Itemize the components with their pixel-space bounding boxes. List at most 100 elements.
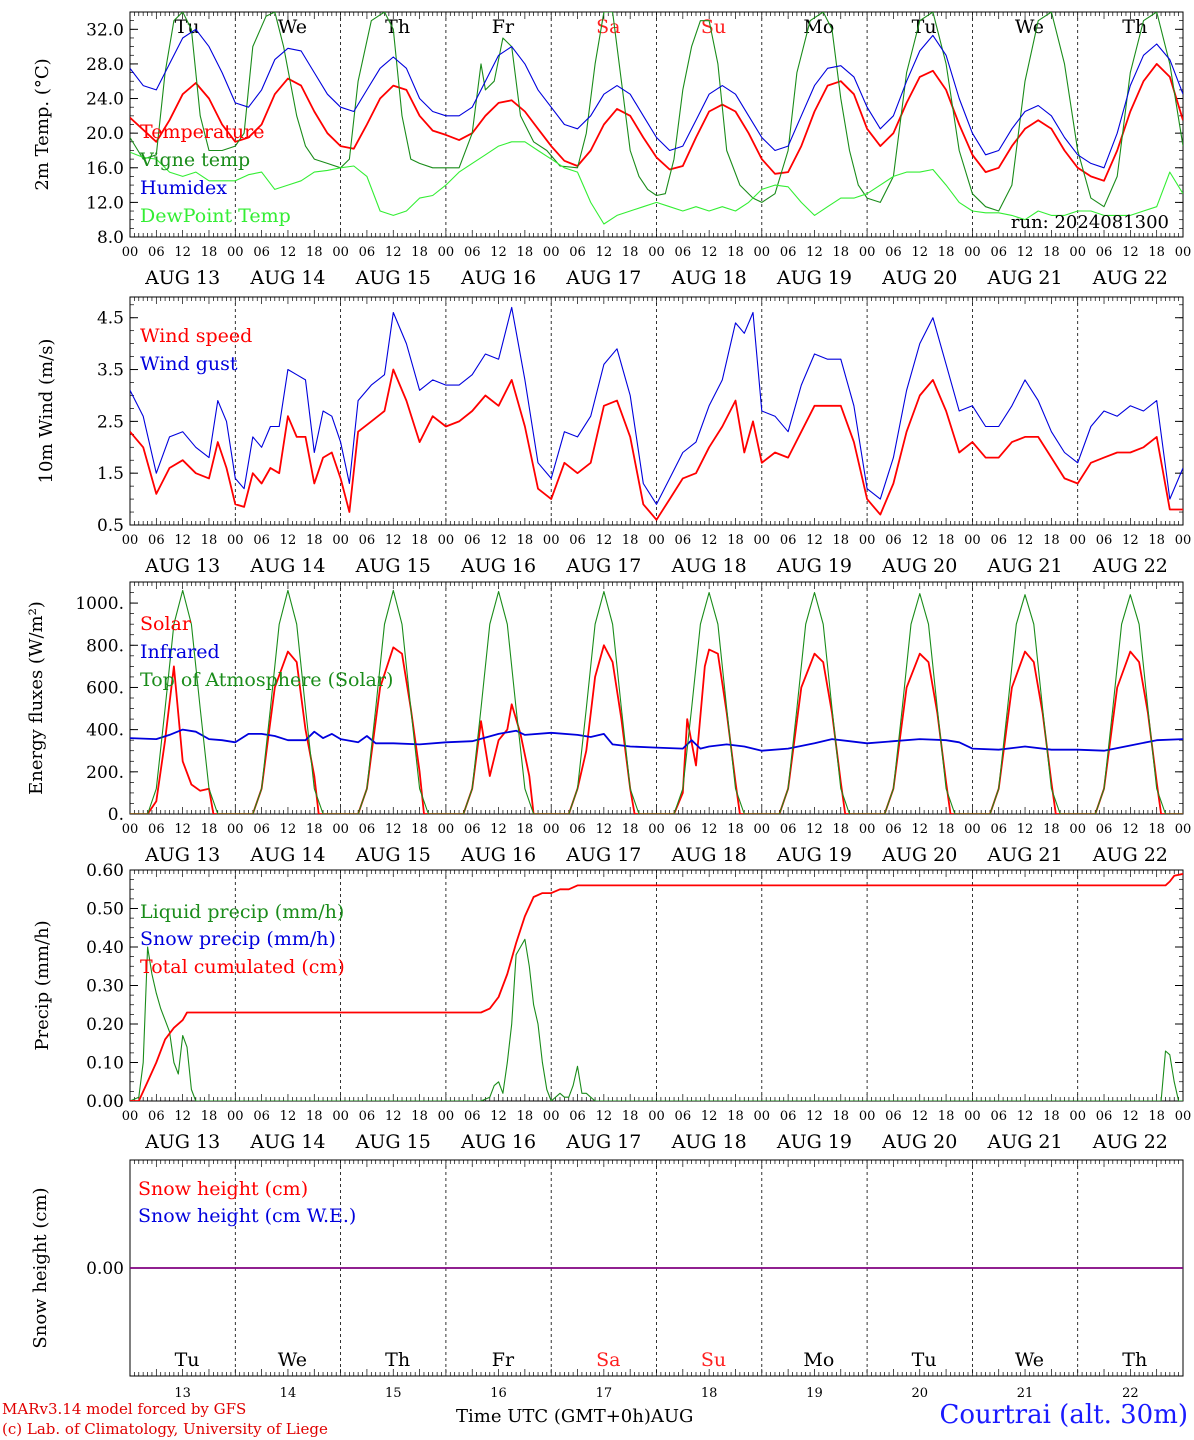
x-day-label: AUG 16 [460,267,536,289]
x-hour-label: 18 [622,822,639,837]
x-hour-label: 18 [517,1109,534,1124]
x-hour-label: 18 [1148,245,1165,260]
panel-5: 0.00 Snow height (cm) Tu We Th Fr Sa Su Mo Tu We Th… [30,1159,1184,1401]
station-name: Courtrai (alt. 30m) [939,1400,1189,1430]
x-hour-label: 00 [859,1109,876,1124]
y-tick-label: 600. [86,678,124,698]
legend-entry: Temperature [140,121,264,143]
x-day-label: AUG 14 [249,267,325,289]
x-hour-label: 12 [174,245,191,260]
legend-entry: Snow height (cm W.E.) [138,1205,356,1227]
run-label: run: 2024081300 [1011,212,1169,233]
x-hour-label: 12 [174,533,191,548]
x-hour-label: 18 [201,245,218,260]
x-hour-label: 00 [1175,533,1192,548]
date-number-label: 20 [911,1386,928,1400]
y-tick-label: 1.5 [97,464,124,484]
panel-4: 0.60 0.50 0.40 0.30 0.20 0.10 0.00 Precip (mm/h… [32,861,1191,1153]
x-hour-label: 00 [964,822,981,837]
date-number-label: 16 [490,1386,507,1400]
x-hour-label: 18 [411,533,428,548]
x-hour-label: 06 [464,245,481,260]
x-hour-label: 00 [543,245,560,260]
y-tick-label: 16.0 [86,159,124,179]
x-hour-label: 12 [701,1109,718,1124]
x-day-label: AUG 14 [249,555,325,577]
x-hour-label: 06 [780,245,797,260]
x-hour-label: 06 [675,533,692,548]
x-hour-label: 06 [780,822,797,837]
series-line-infrared [130,728,1183,752]
panel-3: 1000. 800. 600. 400. 200. 0. Energy fluxes (W/… [26,581,1191,866]
series-line-liquid-precip-mm-h- [130,938,1183,1101]
x-hour-label: 06 [885,822,902,837]
x-hour-label: 12 [596,1109,613,1124]
x-hour-label: 12 [1017,822,1034,837]
x-hour-label: 00 [859,822,876,837]
y-tick-label: 8.0 [97,228,124,248]
x-day-label: AUG 17 [565,1131,641,1153]
x-day-label: AUG 17 [565,844,641,866]
x-day-label: AUG 19 [776,1131,852,1153]
date-number-label: 14 [280,1386,297,1400]
x-day-label: AUG 14 [249,844,325,866]
x-hour-label: 12 [1017,533,1034,548]
weekday-label: We [278,1349,307,1371]
x-hour-label: 18 [833,822,850,837]
x-hour-label: 18 [833,1109,850,1124]
x-hour-label: 00 [543,822,560,837]
x-hour-label: 00 [122,533,139,548]
x-day-label: AUG 19 [776,267,852,289]
x-hour-label: 06 [780,1109,797,1124]
x-day-label: AUG 16 [460,555,536,577]
x-hour-label: 00 [1069,1109,1086,1124]
x-hour-label: 12 [280,822,297,837]
x-hour-label: 18 [517,533,534,548]
x-hour-label: 00 [964,533,981,548]
x-hour-label: 00 [648,533,665,548]
x-hour-label: 06 [148,533,165,548]
x-hour-label: 06 [1096,245,1113,260]
x-hour-label: 18 [622,1109,639,1124]
x-hour-label: 12 [911,1109,928,1124]
x-day-label: AUG 13 [144,267,220,289]
x-hour-label: 06 [675,245,692,260]
x-hour-label: 18 [411,245,428,260]
x-hour-label: 00 [332,822,349,837]
y-tick-label: 28.0 [86,55,124,75]
x-hour-label: 18 [306,822,323,837]
x-hour-label: 06 [253,533,270,548]
x-day-label: AUG 22 [1092,555,1168,577]
legend-entry: Top of Atmosphere (Solar) [140,669,393,691]
x-hour-label: 00 [227,245,244,260]
panel-frame [129,11,1184,238]
x-hour-label: 00 [1069,822,1086,837]
x-hour-label: 18 [938,822,955,837]
x-hour-label: 06 [675,822,692,837]
legend-entry: Wind speed [140,325,252,347]
x-day-label: AUG 18 [671,844,747,866]
x-day-label: AUG 20 [881,1131,957,1153]
y-axis-label: 2m Temp. (°C) [32,58,53,190]
x-hour-label: 00 [859,245,876,260]
x-hour-label: 12 [596,822,613,837]
y-axis-label: Precip (mm/h) [32,920,53,1050]
weekday-label: We [278,16,307,38]
x-hour-label: 12 [490,822,507,837]
x-hour-label: 18 [1043,245,1060,260]
series-line-total-cumulated-cm- [130,873,1183,1101]
y-tick-label: 0.00 [86,1259,124,1279]
x-hour-label: 06 [885,245,902,260]
x-hour-label: 12 [385,245,402,260]
x-hour-label: 00 [332,533,349,548]
x-day-label: AUG 17 [565,555,641,577]
x-hour-label: 06 [1096,533,1113,548]
y-tick-label: 3.5 [97,361,124,381]
x-hour-label: 12 [385,822,402,837]
y-tick-label: 0.20 [86,1015,124,1035]
x-hour-label: 06 [253,1109,270,1124]
x-day-label: AUG 19 [776,844,852,866]
x-hour-label: 00 [1175,245,1192,260]
y-tick-label: 0.40 [86,938,124,958]
